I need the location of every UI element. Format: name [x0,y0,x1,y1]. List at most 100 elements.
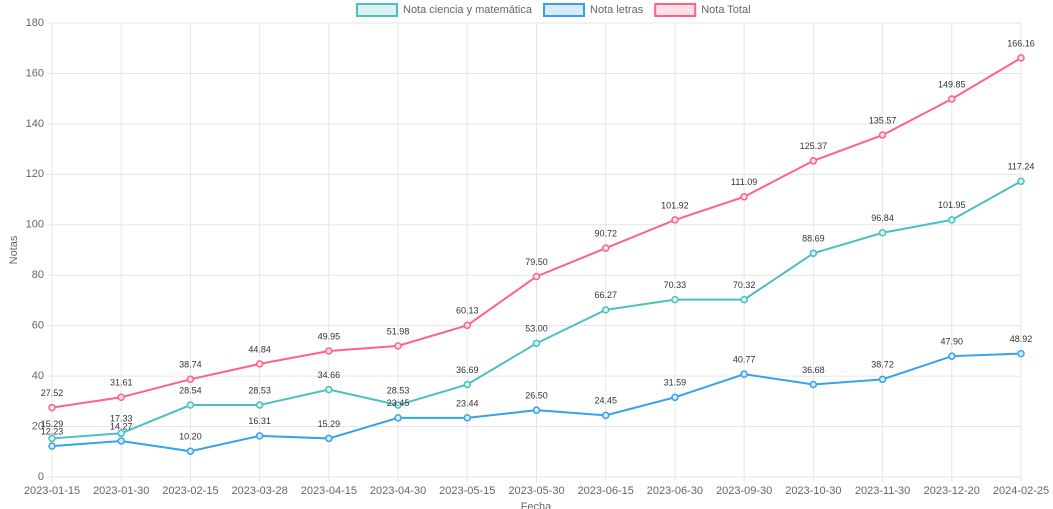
y-tick-label: 140 [26,118,44,130]
value-label: 44.84 [248,344,271,354]
y-tick-label: 60 [32,320,44,332]
data-point [117,437,125,445]
value-label: 31.59 [664,378,687,388]
x-tick-label: 2023-03-28 [232,485,288,497]
x-tick-label: 2023-06-30 [647,485,703,497]
value-label: 111.09 [731,177,757,187]
data-point [186,447,195,456]
y-tick-label: 180 [26,17,44,29]
value-label: 14.27 [110,421,133,431]
data-point [809,380,818,389]
data-point [601,411,610,420]
value-label: 27.52 [41,388,64,398]
value-label: 79.50 [525,257,548,267]
y-tick-label: 120 [26,168,44,180]
legend-swatch [356,3,398,17]
data-point [255,432,264,440]
value-label: 24.45 [594,396,617,406]
data-point [878,375,887,384]
y-tick-label: 160 [26,67,44,79]
value-label: 16.31 [248,416,271,426]
data-point [878,131,887,139]
data-point [671,295,679,304]
legend-label: Nota ciencia y matemática [403,4,533,16]
data-point [48,403,56,412]
value-label: 15.29 [318,419,341,429]
legend-label: Nota Total [701,4,750,16]
legend-item: Nota Total [654,3,751,17]
data-point [1017,177,1025,186]
data-point [532,339,541,348]
legend-swatch [654,3,697,17]
data-point [532,272,541,281]
data-point [255,360,264,368]
value-label: 101.95 [938,200,966,210]
value-label: 38.74 [179,360,202,370]
data-point [948,95,956,103]
value-label: 149.85 [938,79,966,89]
value-label: 66.27 [594,290,617,300]
data-point [48,434,56,443]
value-label: 117.24 [1008,162,1035,172]
value-label: 28.54 [179,385,202,395]
legend-swatch [543,3,585,17]
data-point [48,442,56,450]
value-label: 88.69 [802,234,825,244]
x-tick-label: 2023-05-15 [439,485,495,497]
data-point [117,393,125,402]
x-tick-label: 2023-06-15 [578,485,634,497]
legend-item: Nota ciencia y matemática [356,3,533,17]
x-tick-label: 2024-02-25 [993,485,1049,497]
data-point [394,401,402,409]
data-point [740,370,748,378]
value-label: 70.33 [664,280,687,290]
data-point [1017,54,1025,62]
value-label: 17.33 [110,414,133,424]
data-point [463,321,472,330]
value-label: 36.68 [802,365,825,375]
legend-label: Nota letras [590,4,644,16]
x-tick-label: 2023-01-15 [24,485,80,497]
value-label: 36.69 [456,365,479,375]
data-point [948,352,956,360]
x-tick-label: 2023-02-15 [162,485,218,497]
data-point [325,385,333,394]
data-point [463,414,472,422]
value-label: 23.44 [456,398,479,408]
x-tick-label: 2023-09-30 [716,485,772,497]
data-point [1017,349,1025,358]
value-label: 60.13 [456,306,479,316]
y-tick-label: 100 [26,219,44,231]
value-label: 12.23 [41,427,64,437]
data-point [740,295,748,304]
x-tick-label: 2023-01-30 [93,485,149,497]
x-tick-label: 2023-10-30 [785,485,841,497]
data-point [740,193,748,201]
value-label: 135.57 [869,115,897,125]
value-label: 49.95 [318,331,341,341]
value-label: 48.92 [1010,334,1033,344]
value-label: 10.20 [179,432,202,442]
data-point [878,228,887,237]
y-tick-label: 40 [32,370,44,382]
value-label: 34.66 [318,370,341,380]
data-point [532,406,541,414]
value-label: 40.77 [733,355,756,365]
value-label: 15.29 [41,419,64,429]
x-tick-label: 2023-12-20 [924,485,980,497]
value-label: 96.84 [871,213,894,223]
y-tick-label: 20 [32,420,44,432]
value-label: 51.98 [387,326,410,336]
data-point [463,380,472,389]
value-label: 90.72 [594,229,617,239]
data-point [117,429,125,438]
data-point [394,414,402,422]
value-label: 53.00 [525,324,548,334]
value-label: 47.90 [941,337,964,347]
data-point [255,401,264,409]
value-label: 28.53 [248,385,271,395]
data-point [948,216,956,224]
data-point [394,342,402,350]
value-label: 23.45 [387,398,410,408]
